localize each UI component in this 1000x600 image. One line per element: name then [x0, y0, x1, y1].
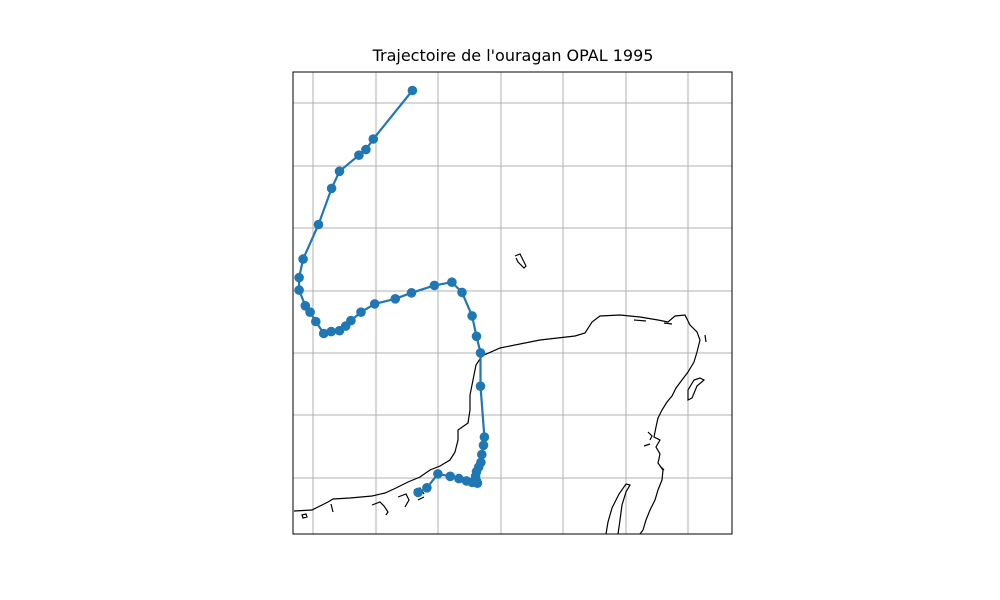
- track-point: [318, 328, 329, 339]
- track-point: [475, 381, 486, 392]
- track-point: [294, 285, 304, 295]
- track-point: [294, 272, 304, 283]
- track-points: [294, 85, 490, 498]
- coastline-west-lagoons: [301, 487, 425, 519]
- coastline-yucatan: [293, 314, 701, 535]
- track-point: [445, 471, 456, 482]
- track-point: [406, 288, 417, 298]
- track-point: [369, 299, 380, 309]
- track-point: [326, 326, 337, 337]
- track-point: [477, 449, 487, 460]
- coastline-keys: [633, 319, 707, 471]
- track-point: [467, 311, 477, 321]
- track-point: [478, 440, 489, 451]
- track-point: [476, 457, 486, 468]
- track-point: [457, 287, 467, 298]
- track-point: [361, 144, 371, 155]
- track-point: [447, 277, 457, 288]
- coastline-cozumel: [687, 377, 706, 401]
- track-point: [311, 316, 321, 327]
- track-point: [471, 331, 482, 342]
- track-point: [298, 254, 308, 264]
- map-frame: [292, 71, 733, 535]
- track-point: [356, 307, 366, 318]
- coastline-islet: [514, 253, 527, 269]
- track-point: [334, 166, 345, 177]
- gridlines: [293, 72, 732, 534]
- track-point: [300, 301, 311, 311]
- map-title: Trajectoire de l'ouragan OPAL 1995: [372, 46, 654, 65]
- track-point: [433, 469, 443, 479]
- track-point: [313, 219, 324, 230]
- track-point: [429, 280, 440, 291]
- track-point: [354, 150, 364, 160]
- track-point: [368, 134, 379, 144]
- track-point: [413, 487, 423, 498]
- coastline-belize: [605, 483, 631, 535]
- track-point: [390, 294, 401, 304]
- track-point: [334, 325, 345, 336]
- track-point: [326, 183, 337, 194]
- track-point: [479, 432, 490, 442]
- track-point: [422, 483, 432, 493]
- track-point: [475, 348, 486, 358]
- coastlines: [293, 253, 707, 535]
- track-point: [454, 473, 464, 484]
- track-point: [407, 85, 418, 96]
